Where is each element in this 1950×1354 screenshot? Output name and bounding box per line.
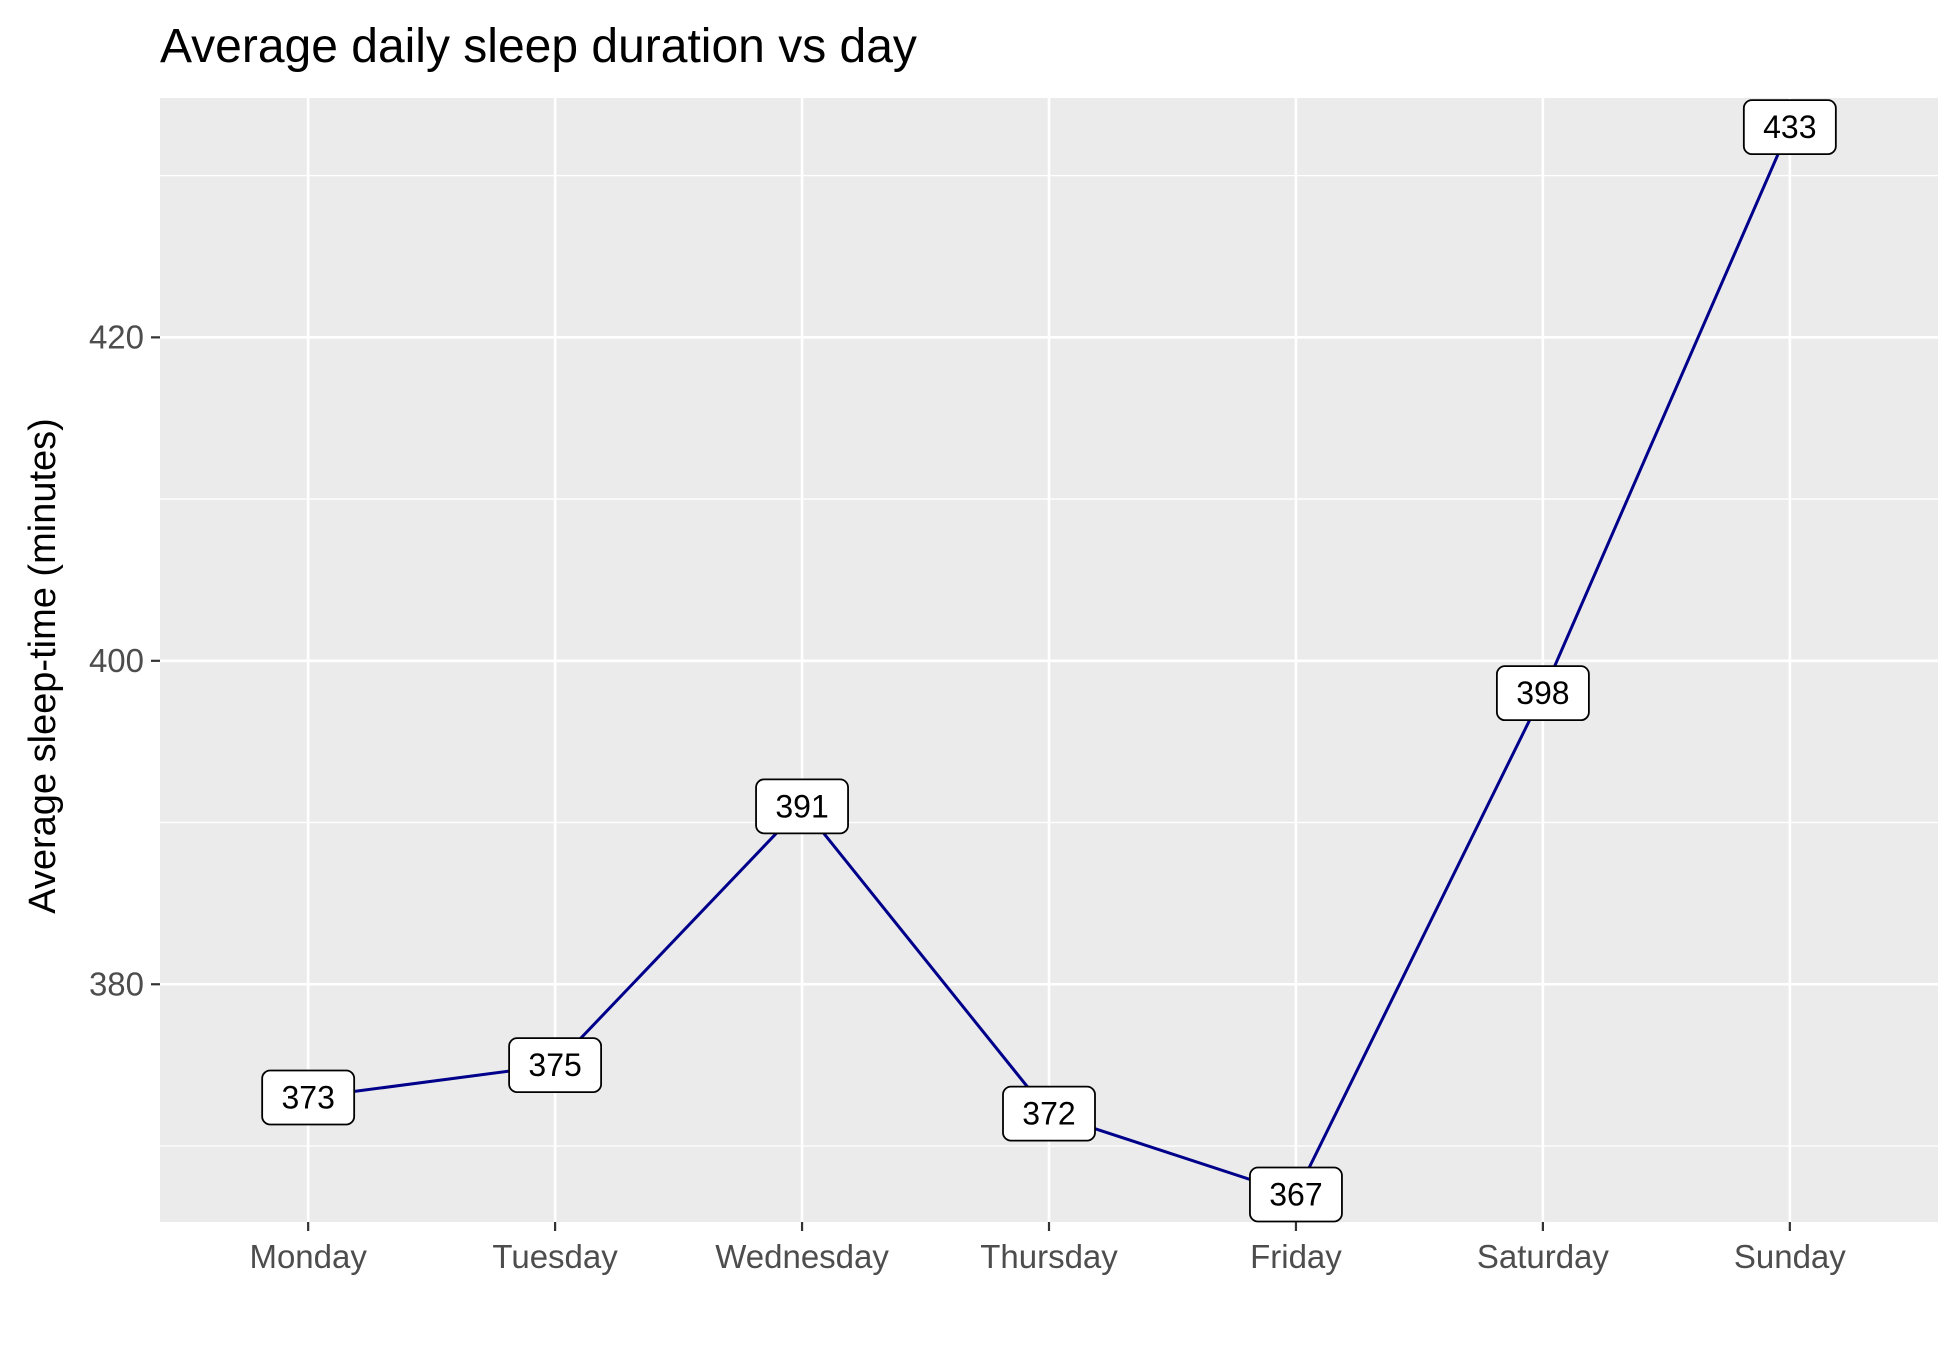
data-label: 372 [1002, 1085, 1096, 1142]
data-label-box [1002, 1085, 1096, 1142]
plot-area: 380 400 420 Monday Tuesday Wednesday Thursday F… [89, 98, 1938, 1275]
data-label: 373 [261, 1069, 356, 1126]
data-label-box [508, 1037, 603, 1094]
x-tick-label: Saturday [1477, 1238, 1610, 1275]
y-axis-title: Average sleep-time (minutes) [22, 418, 64, 914]
x-tick-label: Thursday [980, 1238, 1118, 1275]
data-label: 391 [755, 778, 849, 835]
x-tick-label: Sunday [1734, 1238, 1846, 1275]
data-label-box [755, 778, 849, 835]
data-label: 375 [508, 1037, 603, 1094]
data-label-box [1249, 1166, 1343, 1223]
data-label-text: 367 [1269, 1177, 1322, 1213]
data-label-box [261, 1069, 356, 1126]
data-label-box [1742, 99, 1837, 156]
data-label-box [1495, 665, 1590, 722]
x-tick-label: Wednesday [715, 1238, 889, 1275]
data-label-text: 372 [1022, 1096, 1075, 1132]
y-tick-label: 420 [89, 318, 144, 355]
data-label-text: 433 [1763, 109, 1816, 145]
data-label-text: 375 [528, 1047, 581, 1083]
x-tick-label: Tuesday [492, 1238, 618, 1275]
y-tick-label: 400 [89, 642, 144, 679]
x-tick-label: Monday [249, 1238, 367, 1275]
data-label-text: 391 [775, 788, 828, 824]
x-tick-label: Friday [1250, 1238, 1342, 1275]
data-label-text: 373 [281, 1079, 334, 1115]
data-label: 367 [1249, 1166, 1343, 1223]
data-label: 398 [1495, 665, 1590, 722]
y-tick-label: 380 [89, 965, 144, 1002]
data-label-text: 398 [1516, 675, 1569, 711]
data-label: 433 [1742, 99, 1837, 156]
chart-title: Average daily sleep duration vs day [160, 20, 917, 73]
